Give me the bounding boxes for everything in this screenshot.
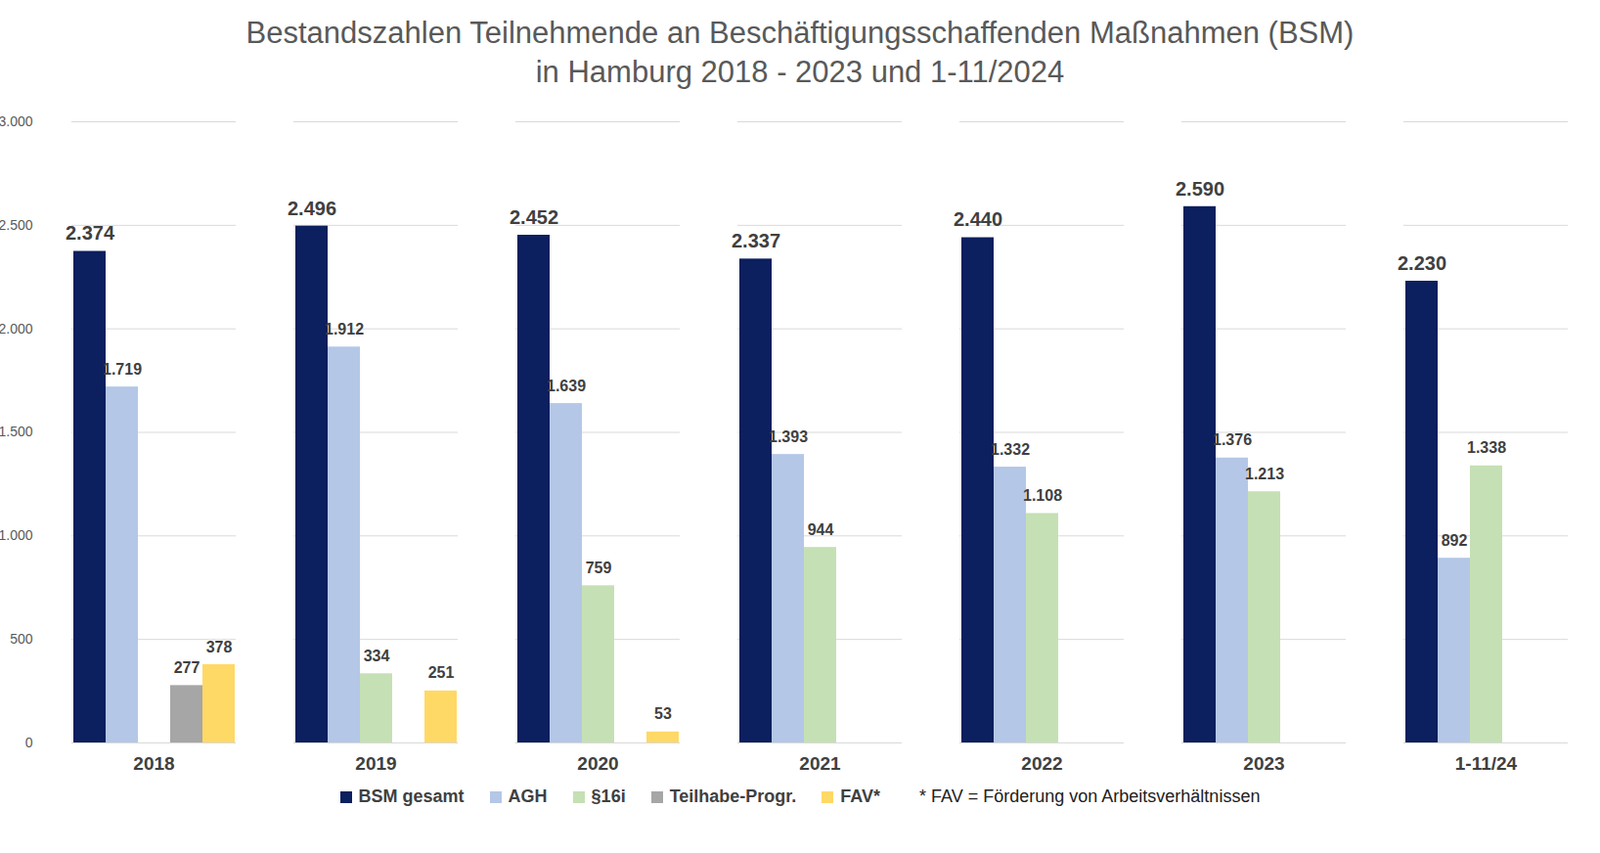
svg-text:1.500: 1.500 bbox=[0, 423, 34, 440]
svg-text:1.393: 1.393 bbox=[768, 428, 808, 445]
html-text:BSM gesamt: BSM gesamt bbox=[358, 786, 465, 806]
svg-text:251: 251 bbox=[428, 664, 455, 681]
svg-text:1.639: 1.639 bbox=[546, 377, 586, 395]
svg-text:1.332: 1.332 bbox=[990, 441, 1030, 458]
svg-text:378: 378 bbox=[206, 638, 233, 656]
svg-text:1.338: 1.338 bbox=[1466, 439, 1507, 456]
svg-text:3.000: 3.000 bbox=[0, 113, 34, 130]
svg-text:1.912: 1.912 bbox=[324, 320, 364, 338]
svg-text:759: 759 bbox=[585, 559, 613, 577]
svg-text:334: 334 bbox=[363, 647, 391, 665]
svg-text:2.440: 2.440 bbox=[953, 208, 1003, 230]
svg-text:500: 500 bbox=[9, 630, 34, 647]
html-text:* FAV = Förderung von Arbeitsv: * FAV = Förderung von Arbeitsverhältniss… bbox=[919, 786, 1261, 806]
svg-text:944: 944 bbox=[807, 521, 835, 538]
svg-text:1.376: 1.376 bbox=[1212, 431, 1252, 448]
svg-text:2.374: 2.374 bbox=[65, 222, 116, 244]
svg-text:2022: 2022 bbox=[1021, 753, 1063, 774]
svg-text:1.000: 1.000 bbox=[0, 527, 34, 543]
svg-text:277: 277 bbox=[174, 659, 201, 676]
svg-text:1-11/24: 1-11/24 bbox=[1455, 753, 1518, 774]
svg-text:2.337: 2.337 bbox=[731, 229, 781, 252]
svg-text:1.213: 1.213 bbox=[1244, 465, 1285, 483]
svg-text:892: 892 bbox=[1441, 532, 1468, 549]
svg-text:1.108: 1.108 bbox=[1022, 487, 1063, 504]
html-text:§16i: §16i bbox=[591, 786, 626, 806]
svg-text:2.500: 2.500 bbox=[0, 217, 34, 233]
svg-text:2020: 2020 bbox=[577, 753, 619, 774]
svg-text:2.230: 2.230 bbox=[1397, 252, 1447, 274]
svg-text:2023: 2023 bbox=[1243, 753, 1285, 774]
svg-text:2.452: 2.452 bbox=[509, 206, 559, 228]
svg-text:2.590: 2.590 bbox=[1175, 177, 1225, 200]
html-text:AGH: AGH bbox=[508, 786, 548, 806]
svg-text:2019: 2019 bbox=[355, 753, 397, 774]
svg-text:1.719: 1.719 bbox=[102, 360, 142, 378]
html-text:Teilhabe-Progr.: Teilhabe-Progr. bbox=[669, 786, 797, 806]
svg-text:0: 0 bbox=[25, 734, 34, 751]
svg-text:2018: 2018 bbox=[133, 753, 175, 774]
svg-text:2021: 2021 bbox=[799, 753, 842, 774]
html-text:in Hamburg 2018 - 2023 und 1-1: in Hamburg 2018 - 2023 und 1-11/2024 bbox=[535, 54, 1065, 89]
svg-text:53: 53 bbox=[654, 705, 672, 722]
svg-text:2.000: 2.000 bbox=[0, 320, 34, 337]
html-text:Bestandszahlen Teilnehmende an: Bestandszahlen Teilnehmende an Beschäfti… bbox=[246, 15, 1354, 50]
html-text:FAV*: FAV* bbox=[840, 786, 881, 806]
svg-text:2.496: 2.496 bbox=[287, 197, 337, 220]
